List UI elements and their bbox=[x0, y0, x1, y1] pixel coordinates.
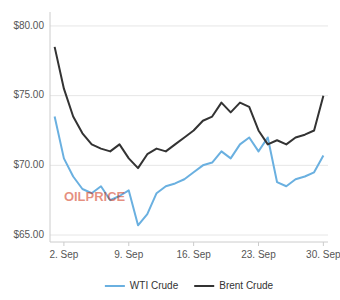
grid-line bbox=[50, 95, 328, 96]
x-tick-label: 16. Sep bbox=[176, 249, 211, 260]
grid-line bbox=[50, 25, 328, 26]
legend-label: WTI Crude bbox=[130, 280, 179, 291]
x-tick-label: 9. Sep bbox=[114, 249, 143, 260]
legend-label: Brent Crude bbox=[219, 280, 273, 291]
y-axis-line bbox=[50, 12, 51, 242]
grid-line bbox=[50, 235, 328, 236]
legend: WTI Crude Brent Crude bbox=[105, 280, 274, 291]
x-tick-label: 30. Sep bbox=[306, 249, 340, 260]
x-tick-label: 2. Sep bbox=[49, 249, 78, 260]
x-tick bbox=[63, 242, 64, 246]
x-tick bbox=[258, 242, 259, 246]
x-tick-label: 23. Sep bbox=[241, 249, 276, 260]
x-tick bbox=[323, 242, 324, 246]
series-line bbox=[55, 47, 324, 168]
y-tick-label: $80.00 bbox=[13, 20, 44, 31]
annotation: OILPRICE bbox=[64, 189, 126, 204]
x-axis: 2. Sep 9. Sep 16. Sep 23. Sep 30. Sep bbox=[49, 242, 340, 260]
legend-item: Brent Crude bbox=[194, 280, 273, 291]
x-tick bbox=[193, 242, 194, 246]
legend-swatch bbox=[194, 285, 214, 287]
y-tick-label: $65.00 bbox=[13, 229, 44, 240]
legend-swatch bbox=[105, 285, 125, 287]
chart: $65.00 $70.00 $75.00 $80.00 2. Sep 9. Sep 16. … bbox=[0, 0, 340, 300]
x-axis-line bbox=[50, 242, 328, 243]
y-axis: $65.00 $70.00 $75.00 $80.00 bbox=[13, 12, 328, 242]
x-tick bbox=[128, 242, 129, 246]
legend-item: WTI Crude bbox=[105, 280, 179, 291]
y-tick-label: $75.00 bbox=[13, 89, 44, 100]
chart-container: $65.00 $70.00 $75.00 $80.00 2. Sep 9. Sep 16. … bbox=[0, 0, 340, 300]
grid-line bbox=[50, 165, 328, 166]
y-tick-label: $70.00 bbox=[13, 159, 44, 170]
plot-area bbox=[55, 47, 324, 225]
